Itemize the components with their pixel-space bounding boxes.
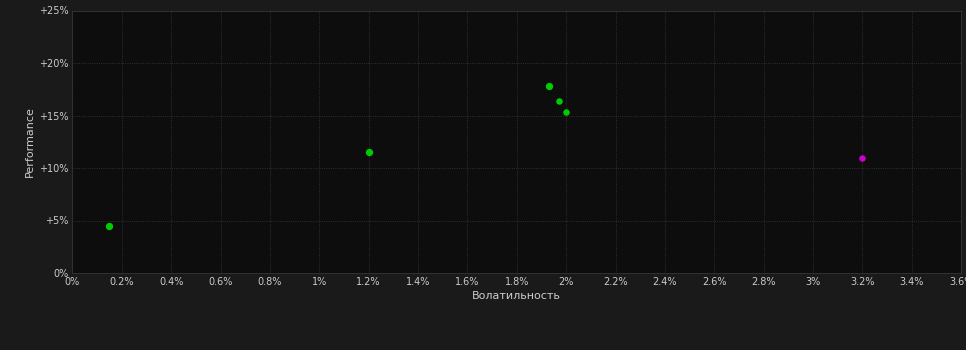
Point <box>101 223 117 229</box>
X-axis label: Волатильность: Волатильность <box>472 291 561 301</box>
Point <box>551 98 566 104</box>
Point <box>855 155 870 160</box>
Point <box>361 149 377 155</box>
Point <box>541 83 556 89</box>
Point <box>558 110 574 115</box>
Y-axis label: Performance: Performance <box>24 106 35 177</box>
